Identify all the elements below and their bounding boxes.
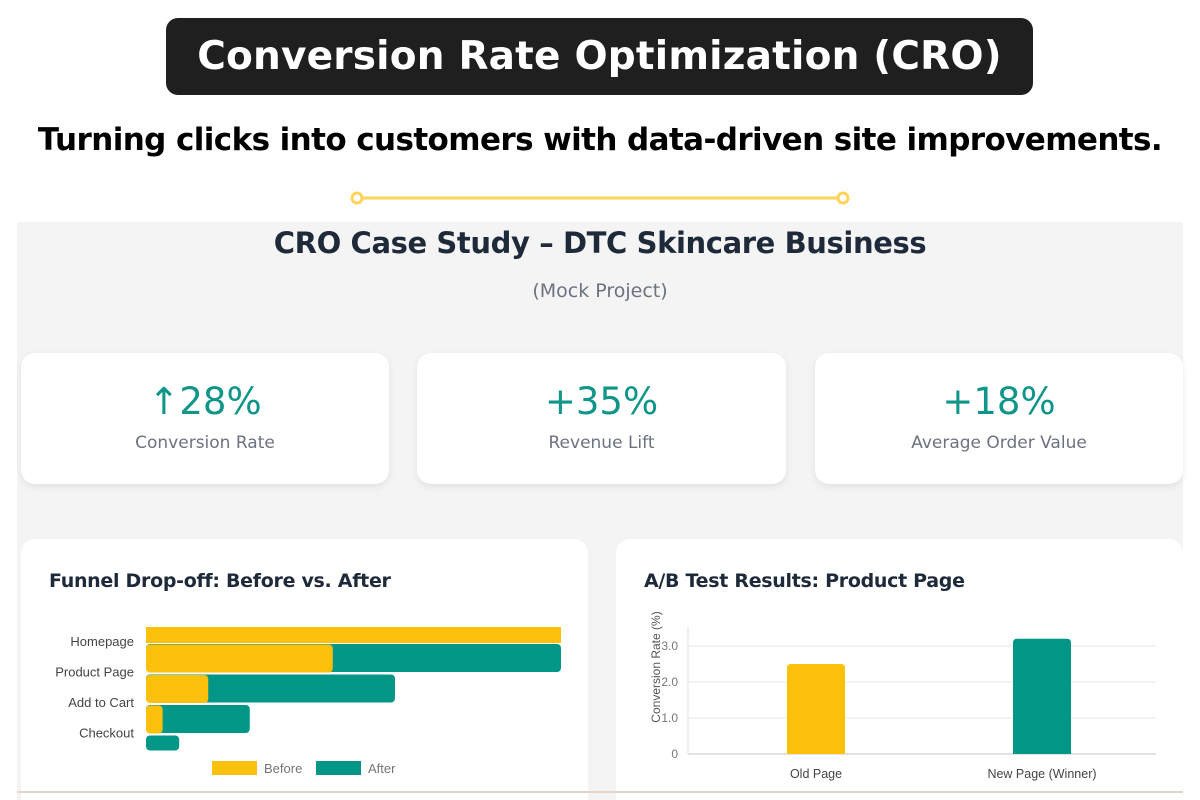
tagline: Turning clicks into customers with data-… <box>37 122 1163 158</box>
ab-y-tick-label: 2.0 <box>661 675 678 689</box>
divider-left-dot-icon <box>350 191 364 205</box>
case-study-subtitle: (Mock Project) <box>532 280 668 302</box>
funnel-bar-before-product-page <box>146 644 333 673</box>
kpi-label: Revenue Lift <box>548 433 655 453</box>
legend-label-after: After <box>368 761 396 776</box>
funnel-bar-before-homepage <box>146 627 561 643</box>
ab-y-tick-label: 3.0 <box>661 639 678 653</box>
kpi-label: Average Order Value <box>911 433 1087 453</box>
ab-bar-new-page <box>1013 638 1071 754</box>
legend-label-before: Before <box>264 761 302 776</box>
legend-swatch-after <box>316 761 361 775</box>
funnel-category-label: Homepage <box>70 634 134 649</box>
kpi-card-revenue-lift: +35% Revenue Lift <box>417 353 786 484</box>
ab-y-tick-labels: 0 1.0 2.0 3.0 <box>661 639 678 761</box>
funnel-bar-before-checkout <box>146 705 163 734</box>
kpi-label: Conversion Rate <box>135 433 275 453</box>
kpi-card-conversion-rate: ↑28% Conversion Rate <box>21 353 389 484</box>
funnel-bars <box>146 627 561 751</box>
ab-chart-title: A/B Test Results: Product Page <box>644 570 965 592</box>
ab-y-tick-label: 1.0 <box>661 711 678 725</box>
divider-right-dot-icon <box>836 191 850 205</box>
kpi-value: +35% <box>544 380 659 423</box>
ab-category-label: New Page (Winner) <box>987 767 1096 781</box>
bottom-border <box>17 791 1183 793</box>
kpi-card-average-order-value: +18% Average Order Value <box>815 353 1183 484</box>
ab-category-label: Old Page <box>790 767 842 781</box>
title-banner: Conversion Rate Optimization (CRO) <box>166 18 1033 95</box>
funnel-chart-card: Funnel Drop-off: Before vs. After Homepa… <box>21 539 588 800</box>
funnel-bar-after-checkout <box>146 735 180 751</box>
ab-y-tick-label: 0 <box>671 747 678 761</box>
kpi-value: ↑28% <box>148 380 262 423</box>
ab-test-chart-card: A/B Test Results: Product Page 0 1.0 2.0 3.… <box>616 539 1183 800</box>
funnel-chart-title: Funnel Drop-off: Before vs. After <box>49 570 391 592</box>
ab-y-axis-label: Conversion Rate (%) <box>649 611 663 722</box>
ab-gridlines <box>687 627 1156 755</box>
funnel-bar-before-add-to-cart <box>146 675 209 703</box>
case-study-title: CRO Case Study – DTC Skincare Business <box>273 226 927 260</box>
ab-bars <box>787 638 1071 754</box>
ab-bar-old-page <box>787 664 845 754</box>
funnel-category-labels: Homepage Product Page Add to Cart Checkout <box>55 634 134 741</box>
decorative-divider <box>350 191 850 205</box>
funnel-legend: Before After <box>212 761 396 776</box>
ab-test-chart: 0 1.0 2.0 3.0 Old Page New Page (Winner) Con… <box>649 611 1156 781</box>
kpi-value: +18% <box>942 380 1056 423</box>
funnel-bar-after-add-to-cart <box>146 705 250 733</box>
ab-category-labels: Old Page New Page (Winner) <box>790 767 1097 781</box>
banner-title: Conversion Rate Optimization (CRO) <box>197 34 1002 79</box>
funnel-category-label: Product Page <box>55 665 134 680</box>
funnel-category-label: Checkout <box>79 726 134 741</box>
legend-swatch-before <box>212 761 257 775</box>
funnel-category-label: Add to Cart <box>68 695 134 710</box>
